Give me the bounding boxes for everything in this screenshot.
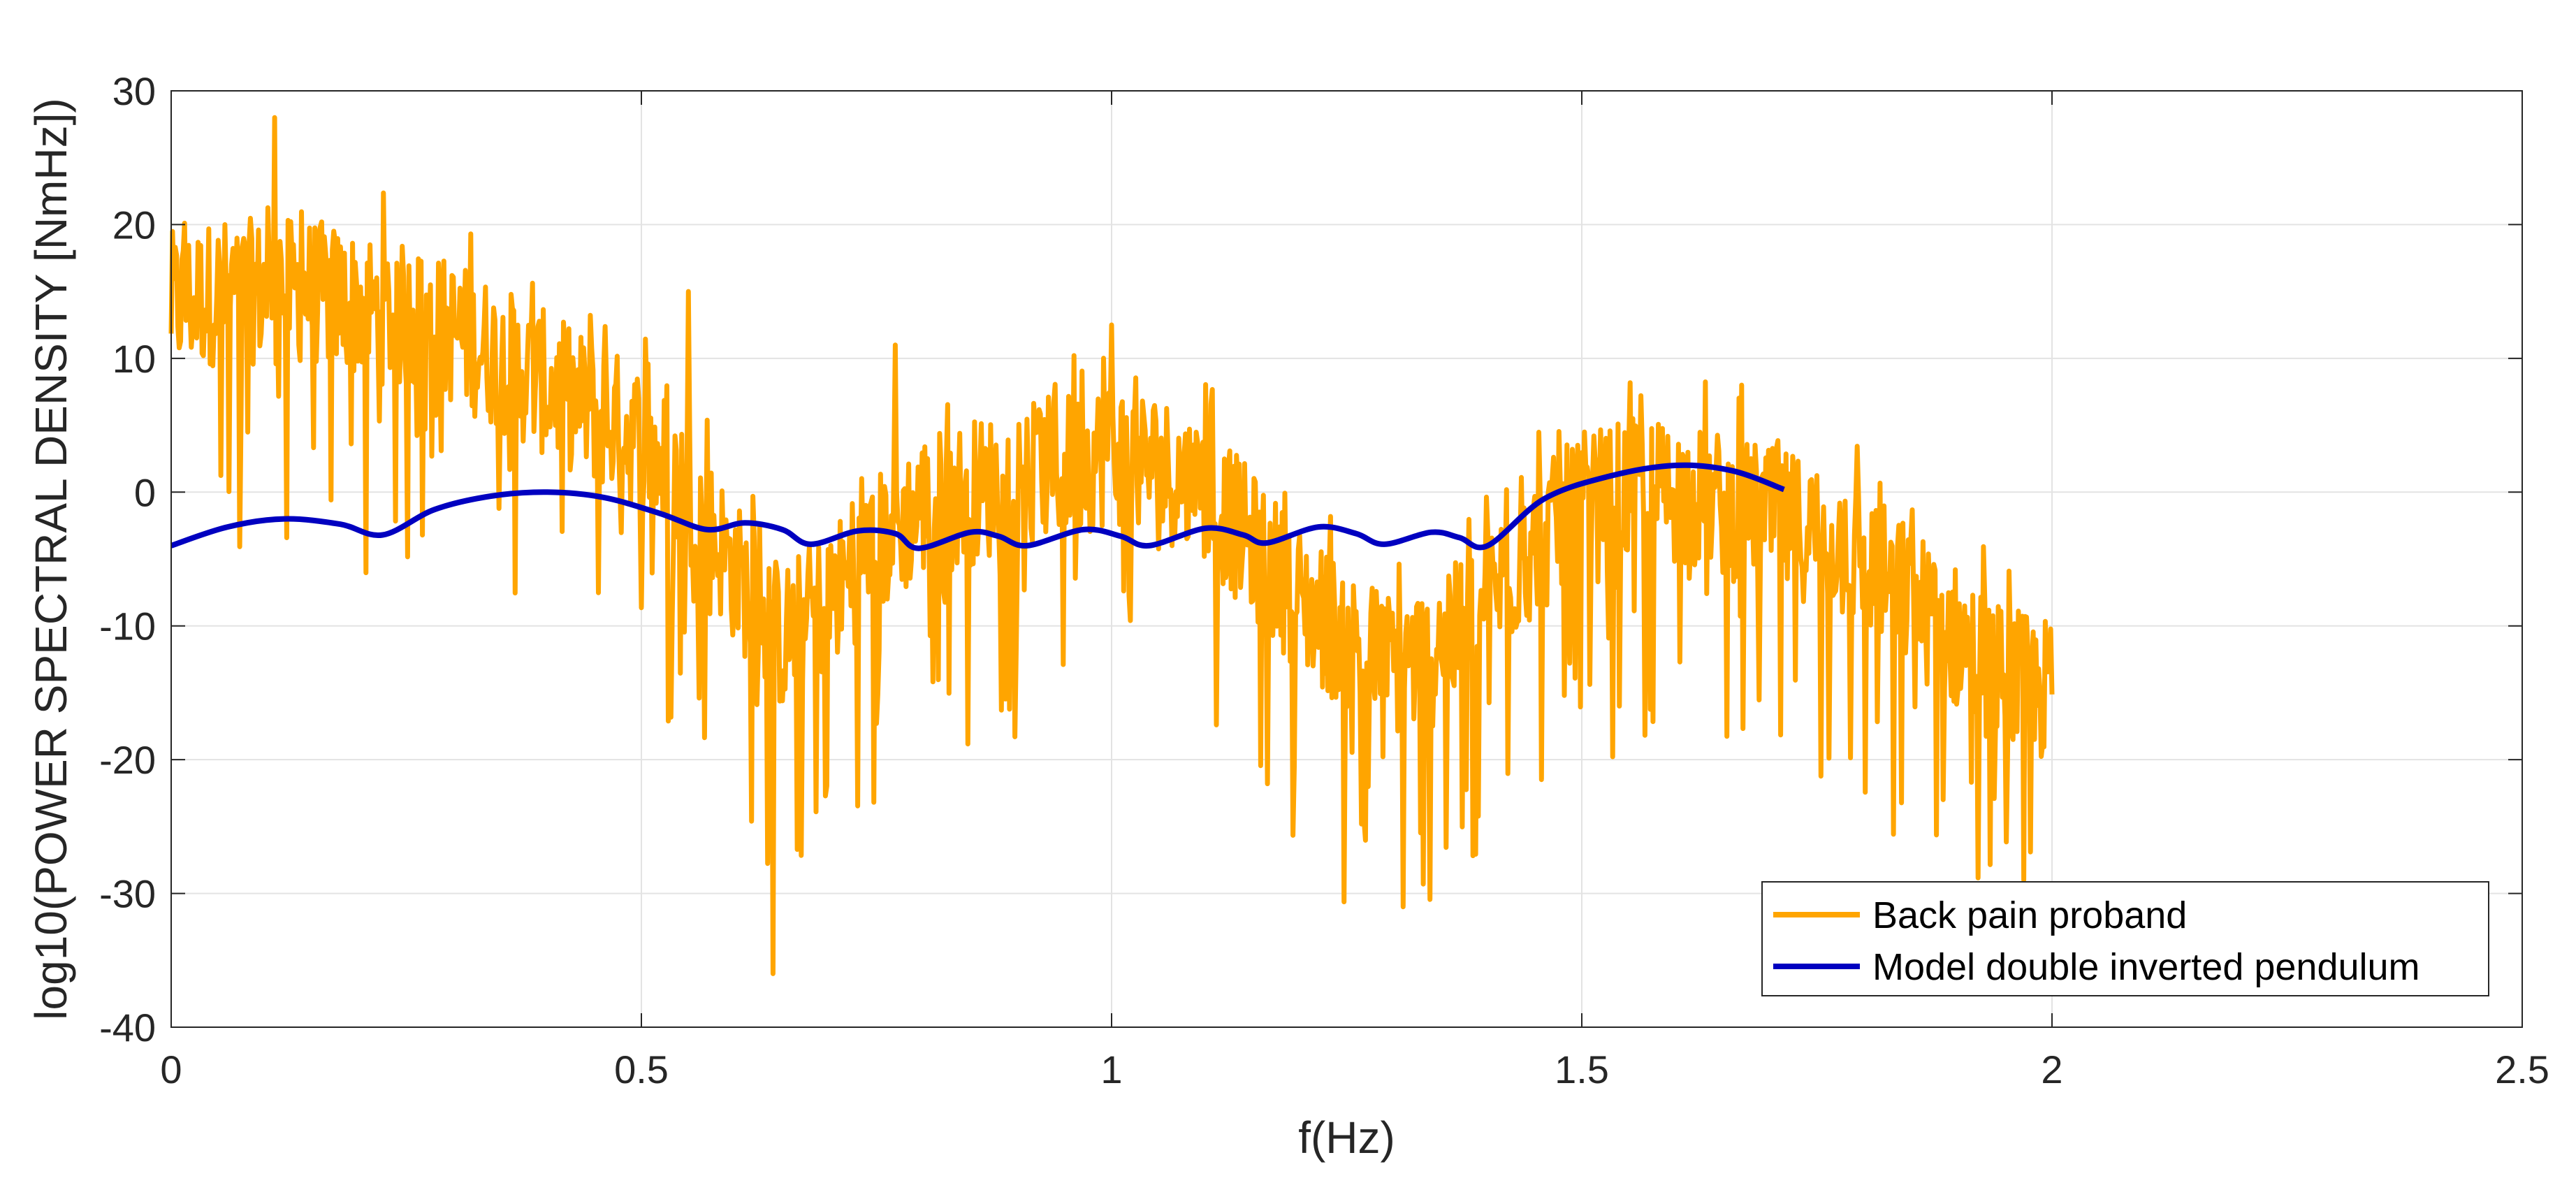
x-tick-label: 0.5 xyxy=(614,1047,669,1091)
x-tick-label: 0 xyxy=(160,1047,182,1091)
x-tick-label: 2.5 xyxy=(2495,1047,2549,1091)
y-tick-label: -30 xyxy=(99,872,156,916)
legend-entry-label: Model double inverted pendulum xyxy=(1872,946,2420,988)
y-tick-label: -40 xyxy=(99,1006,156,1050)
series-line-model-double-inverted-pendulum xyxy=(170,462,1785,551)
y-tick-label: 10 xyxy=(112,337,156,381)
y-tick-labels: -40 -30 -20 -10 0 10 20 30 xyxy=(99,69,156,1050)
x-tick-label: 2 xyxy=(2041,1047,2062,1091)
y-tick-label: 20 xyxy=(112,203,156,247)
plot-frame xyxy=(170,90,2523,1028)
series-line-back-pain-proband xyxy=(168,115,2055,976)
series-layer xyxy=(168,115,2055,976)
tick-marks xyxy=(170,90,2523,1028)
x-tick-label: 1 xyxy=(1100,1047,1122,1091)
legend: Back pain proband Model double inverted p… xyxy=(1761,881,2489,996)
x-axis-label: f(Hz) xyxy=(1298,1112,1395,1163)
x-tick-labels: 0 0.5 1 1.5 2 2.5 xyxy=(160,1047,2549,1091)
y-axis-label: log10(POWER SPECTRAL DENSITY [NmHz]) xyxy=(26,98,76,1020)
y-tick-label: -20 xyxy=(99,738,156,782)
y-tick-label: -10 xyxy=(99,604,156,648)
legend-entry-label: Back pain proband xyxy=(1872,894,2187,936)
x-tick-label: 1.5 xyxy=(1555,1047,1609,1091)
y-tick-label: 0 xyxy=(134,470,156,514)
y-tick-label: 30 xyxy=(112,69,156,113)
legend-box xyxy=(1761,881,2489,996)
